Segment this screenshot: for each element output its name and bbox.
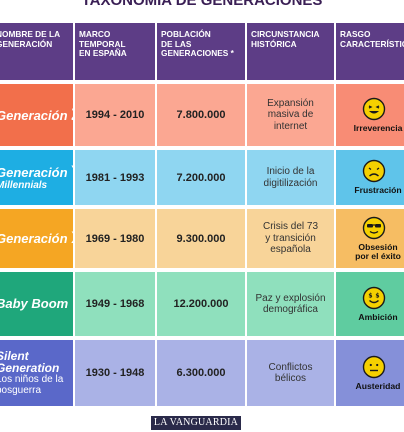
period-cell: 1949 - 1968	[75, 272, 155, 336]
trait-label: Obsesión por el éxito	[355, 241, 401, 261]
generation-name-cell: Generación Z	[0, 84, 73, 146]
population-cell: 9.300.000	[157, 209, 245, 268]
svg-text:$: $	[368, 292, 372, 299]
trait-cell: $ $ Ambición	[336, 272, 404, 336]
trait-label: Ambición	[358, 311, 398, 322]
population-cell: 7.200.000	[157, 150, 245, 205]
la-vanguardia-logo: LA VANGUARDIA	[151, 416, 241, 430]
circumstance-cell: Inicio de la digitilización	[247, 150, 334, 205]
trait-label: Irreverencia	[353, 122, 403, 133]
trait-cell: Obsesión por el éxito	[336, 209, 404, 268]
generation-name: Generación	[0, 107, 68, 123]
period-cell: 1969 - 1980	[75, 209, 155, 268]
page-title: TAXONOMÍA DE GENERACIONES	[81, 0, 323, 9]
trait-label: Frustración	[354, 185, 402, 196]
population-cell: 12.200.000	[157, 272, 245, 336]
population-cell: 7.800.000	[157, 84, 245, 146]
generation-subtitle: Generation	[0, 361, 60, 375]
generation-name-cell: SilentGenerationLos niños de la posguerr…	[0, 340, 73, 406]
circumstance-cell: Crisis del 73 y transición española	[247, 209, 334, 268]
circumstance-cell: Conflictos bélicos	[247, 340, 334, 406]
table-row: Generación Z1994 - 20107.800.000Expansió…	[0, 84, 404, 146]
neutral-face-icon	[362, 355, 386, 378]
frustrated-face-icon	[362, 160, 386, 183]
laughing-face-icon	[362, 97, 386, 120]
period-cell: 1994 - 2010	[75, 84, 155, 146]
period-cell: 1981 - 1993	[75, 150, 155, 205]
generation-name: Generación	[0, 164, 68, 180]
table-header: NOMBRE DE LA GENERACIÓN MARCO TEMPORAL E…	[0, 23, 404, 80]
generation-letter: Z	[71, 105, 73, 124]
table-row: Baby Boom 1949 - 1968 12.200.000 Paz y expl…	[0, 272, 404, 336]
generation-letter: Y	[71, 162, 73, 181]
trait-cell: Austeridad	[336, 340, 404, 406]
generation-name-cell: Baby Boom	[0, 272, 73, 336]
svg-text:$: $	[375, 292, 379, 299]
population-cell: 6.300.000	[157, 340, 245, 406]
generation-name-cell: Generación X	[0, 209, 73, 268]
circumstance-cell: Paz y explosión demográfica	[247, 272, 334, 336]
trait-label: Austeridad	[355, 380, 401, 391]
generation-subtitle: Millennials	[0, 179, 48, 191]
period-cell: 1930 - 1948	[75, 340, 155, 406]
table-row: SilentGenerationLos niños de la posguerr…	[0, 340, 404, 406]
circumstance-cell: Expansión masiva de internet	[247, 84, 334, 146]
header-population: POBLACIÓN DE LAS GENERACIONES *	[157, 23, 245, 80]
header-trait: RASGO CARACTERÍSTICO	[336, 23, 404, 80]
trait-cell: Irreverencia	[336, 84, 404, 146]
generation-name: Baby Boom	[0, 296, 69, 311]
header-generation: NOMBRE DE LA GENERACIÓN	[0, 23, 73, 80]
generation-name: Generación	[0, 231, 68, 246]
sunglasses-face-icon	[362, 216, 386, 239]
generation-name: Silent	[0, 349, 29, 363]
header-circumstance: CIRCUNSTANCIA HISTÓRICA	[247, 23, 334, 80]
table-row: Generación Y Millennials 1981 - 19937.200.…	[0, 150, 404, 205]
generation-name-cell: Generación Y Millennials	[0, 150, 73, 205]
trait-cell: Frustración	[336, 150, 404, 205]
generation-description: Los niños de la posguerra	[0, 374, 64, 396]
money-face-icon: $ $	[362, 286, 386, 309]
generation-letter: X	[71, 228, 73, 247]
header-period: MARCO TEMPORAL EN ESPAÑA	[75, 23, 155, 80]
